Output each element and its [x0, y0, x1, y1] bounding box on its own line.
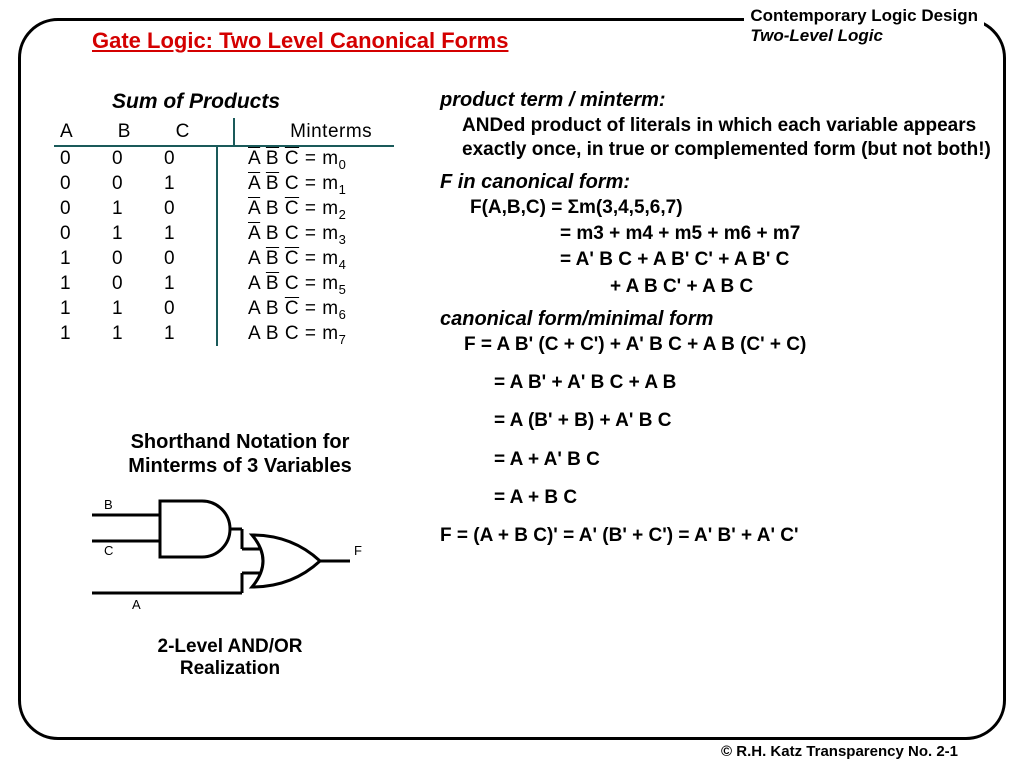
gate-label-f: F	[354, 543, 362, 558]
table-row: 111A B C = m7	[60, 321, 391, 346]
slide-footer: © R.H. Katz Transparency No. 2-1	[715, 743, 964, 760]
minterm-definition: ANDed product of literals in which each …	[462, 114, 994, 163]
minimal-form-heading: canonical form/minimal form	[440, 307, 994, 333]
gate-svg: B C A F	[92, 495, 372, 625]
table-row: 010A B C = m2	[60, 196, 391, 221]
canon-line4: + A B C' + A B C	[610, 275, 994, 299]
gate-label-a: A	[132, 597, 141, 612]
canon-line3: = A' B C + A B' C' + A B' C	[560, 248, 994, 272]
header-line2: Two-Level Logic	[750, 26, 978, 46]
shorthand-notation-label: Shorthand Notation for Minterms of 3 Var…	[100, 430, 380, 478]
right-column: product term / minterm: ANDed product of…	[440, 84, 994, 549]
derivation-block: F = A B' (C + C') + A' B C + A B (C' + C…	[464, 333, 994, 511]
col-c: C	[176, 118, 228, 146]
complement-equation: F = (A + B C)' = A' (B' + C') = A' B' + …	[440, 524, 994, 548]
col-a: A	[60, 118, 112, 146]
col-minterms: Minterms	[271, 118, 391, 146]
deriv-line3: = A (B' + B) + A' B C	[494, 409, 994, 433]
deriv-line4: = A + A' B C	[494, 448, 994, 472]
deriv-line2: = A B' + A' B C + A B	[494, 371, 994, 395]
header-line1: Contemporary Logic Design	[750, 6, 978, 26]
minterm-table: A B C Minterms 000A B C = m0001A B C = m…	[60, 118, 391, 346]
slide-title: Gate Logic: Two Level Canonical Forms	[92, 28, 508, 54]
canonical-form-equations: F(A,B,C) = Σm(3,4,5,6,7) = m3 + m4 + m5 …	[470, 196, 994, 299]
gate-label-b: B	[104, 497, 113, 512]
canon-line2: = m3 + m4 + m5 + m6 + m7	[560, 222, 994, 246]
table-header-rule	[54, 145, 394, 147]
minterm-heading: product term / minterm:	[440, 88, 994, 114]
table-header-row: A B C Minterms	[60, 118, 391, 146]
header-right: Contemporary Logic Design Two-Level Logi…	[744, 6, 984, 45]
table-row: 100A B C = m4	[60, 246, 391, 271]
sum-of-products-heading: Sum of Products	[112, 90, 280, 114]
table-row: 011A B C = m3	[60, 221, 391, 246]
deriv-line1: F = A B' (C + C') + A' B C + A B (C' + C…	[464, 333, 994, 357]
table-row: 101A B C = m5	[60, 271, 391, 296]
gate-diagram: B C A F	[92, 495, 372, 630]
table-row: 000A B C = m0	[60, 146, 391, 171]
col-b: B	[118, 118, 170, 146]
gate-caption: 2-Level AND/OR Realization	[120, 636, 340, 680]
canon-line1: F(A,B,C) = Σm(3,4,5,6,7)	[470, 196, 994, 220]
table-row: 001A B C = m1	[60, 171, 391, 196]
table-row: 110A B C = m6	[60, 296, 391, 321]
deriv-line5: = A + B C	[494, 486, 994, 510]
canonical-form-heading: F in canonical form:	[440, 170, 994, 196]
gate-label-c: C	[104, 543, 113, 558]
